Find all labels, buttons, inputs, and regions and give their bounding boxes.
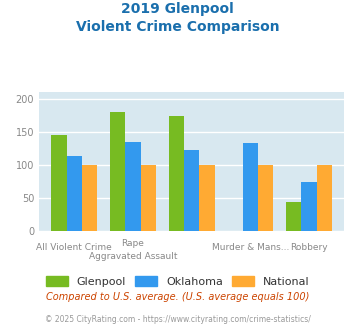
Bar <box>243 143 258 231</box>
Bar <box>110 112 125 231</box>
Bar <box>258 165 273 231</box>
Text: Compared to U.S. average. (U.S. average equals 100): Compared to U.S. average. (U.S. average … <box>46 292 309 302</box>
Text: Aggravated Assault: Aggravated Assault <box>89 252 177 261</box>
Text: Murder & Mans...: Murder & Mans... <box>212 243 289 251</box>
Text: Robbery: Robbery <box>290 243 328 251</box>
Bar <box>184 150 200 231</box>
Bar <box>301 182 317 231</box>
Text: Violent Crime Comparison: Violent Crime Comparison <box>76 20 279 34</box>
Bar <box>317 165 332 231</box>
Bar <box>200 165 214 231</box>
Text: All Violent Crime: All Violent Crime <box>37 243 112 251</box>
Bar <box>67 156 82 231</box>
Bar <box>141 165 156 231</box>
Bar <box>125 142 141 231</box>
Legend: Glenpool, Oklahoma, National: Glenpool, Oklahoma, National <box>41 271 314 291</box>
Text: Rape: Rape <box>121 239 144 248</box>
Text: © 2025 CityRating.com - https://www.cityrating.com/crime-statistics/: © 2025 CityRating.com - https://www.city… <box>45 315 310 324</box>
Text: 2019 Glenpool: 2019 Glenpool <box>121 2 234 16</box>
Bar <box>51 135 67 231</box>
Bar <box>169 116 184 231</box>
Bar <box>286 202 301 231</box>
Bar <box>82 165 97 231</box>
